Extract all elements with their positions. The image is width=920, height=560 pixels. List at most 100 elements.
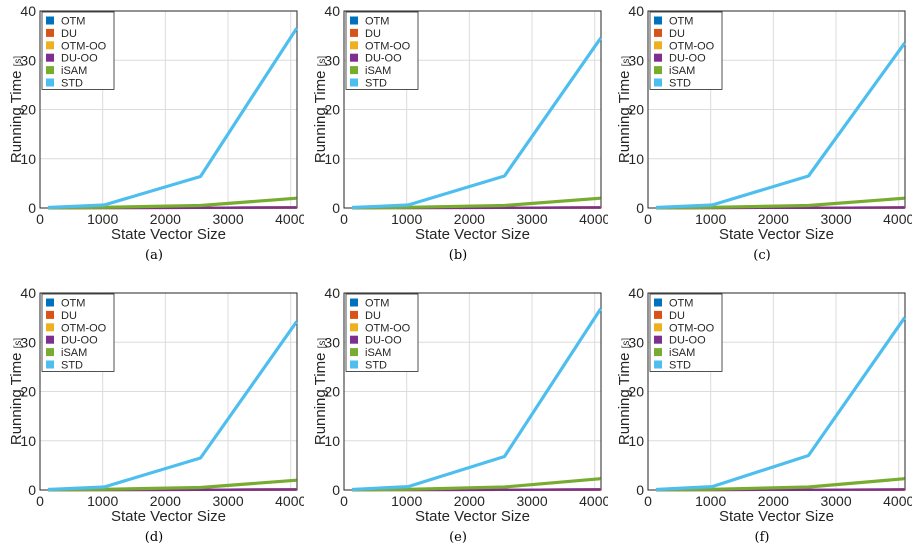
legend-swatch: [350, 310, 358, 319]
legend-swatch: [654, 298, 662, 307]
legend-swatch: [350, 53, 358, 62]
y-tick-label: 40: [20, 3, 36, 19]
x-axis-label: State Vector Size: [111, 226, 226, 243]
legend-swatch: [654, 348, 662, 357]
chart-panel-e: 0 1000 2000 3000 4000 0 10 20 30 40 State Vector S…: [308, 282, 608, 560]
x-tick-label: 4000: [275, 493, 304, 509]
legend-entry: DU: [365, 28, 381, 40]
x-axis-label: State Vector Size: [719, 508, 834, 525]
legend-entry: iSAM: [365, 347, 391, 359]
legend-swatch: [350, 41, 358, 50]
y-tick-label: 10: [324, 433, 340, 449]
y-tick-label: 40: [324, 3, 340, 19]
x-axis-label: State Vector Size: [415, 508, 530, 525]
series-line-std: [655, 316, 907, 492]
legend-entry: OTM-OO: [365, 322, 411, 334]
y-tick-label: 20: [20, 102, 36, 118]
legend-entry: DU-OO: [365, 53, 402, 65]
figure-caption: (f): [754, 530, 770, 545]
y-tick-label: 40: [20, 285, 36, 301]
legend-entry: iSAM: [61, 347, 87, 359]
y-tick-label: 0: [28, 200, 36, 216]
legend-entry: OTM: [365, 16, 389, 28]
legend-entry: OTM-OO: [61, 322, 107, 334]
y-axis-label-unit: [s]: [621, 338, 632, 349]
legend-entry: STD: [669, 360, 691, 372]
line-chart: 0 1000 2000 3000 4000 0 10 20 30 40 State Vector S…: [8, 285, 304, 525]
legend-swatch: [46, 78, 54, 87]
legend-entry: iSAM: [669, 65, 695, 77]
y-axis-label-unit: [s]: [317, 56, 328, 67]
series-line-std: [351, 307, 603, 492]
y-axis-label-unit: [s]: [13, 338, 24, 349]
x-tick-label: 3000: [820, 493, 851, 509]
y-tick-label: 30: [20, 334, 36, 350]
y-axis-label-text: Running Time: [8, 66, 25, 163]
x-tick-label: 0: [36, 211, 44, 227]
legend-swatch: [350, 298, 358, 307]
legend-swatch: [350, 66, 358, 75]
legend-swatch: [654, 323, 662, 332]
legend-entry: DU: [365, 310, 381, 322]
chart-panel-d: 0 1000 2000 3000 4000 0 10 20 30 40 State Vector S…: [4, 282, 304, 560]
y-tick-label: 20: [324, 102, 340, 118]
x-tick-label: 4000: [883, 211, 912, 227]
legend-swatch: [350, 360, 358, 369]
y-tick-label: 30: [324, 334, 340, 350]
legend-swatch: [654, 53, 662, 62]
legend-swatch: [46, 53, 54, 62]
legend-entry: OTM: [365, 298, 389, 310]
legend-swatch: [654, 78, 662, 87]
legend-swatch: [46, 360, 54, 369]
legend-box: [649, 293, 723, 372]
x-tick-label: 1000: [391, 493, 422, 509]
legend-swatch: [654, 66, 662, 75]
x-tick-label: 4000: [579, 493, 608, 509]
y-tick-label: 30: [324, 52, 340, 68]
legend-entry: DU-OO: [669, 53, 706, 65]
y-tick-label: 0: [636, 200, 644, 216]
legend-entry: OTM-OO: [669, 322, 715, 334]
y-tick-label: 10: [20, 151, 36, 167]
legend-entry: iSAM: [365, 65, 391, 77]
legend-swatch: [654, 16, 662, 25]
legend-entry: STD: [365, 360, 387, 372]
x-tick-label: 3000: [516, 493, 547, 509]
chart-panel-b: 0 1000 2000 3000 4000 0 10 20 30 40 State Vector S…: [308, 0, 608, 278]
x-tick-label: 2000: [758, 493, 789, 509]
x-axis-label: State Vector Size: [719, 226, 834, 243]
legend-box: [649, 11, 723, 90]
y-tick-label: 10: [324, 151, 340, 167]
legend-swatch: [654, 41, 662, 50]
x-tick-label: 4000: [275, 211, 304, 227]
y-axis-label-text: Running Time: [312, 348, 329, 445]
figure-caption: (d): [144, 530, 164, 545]
legend-entry: DU: [669, 310, 685, 322]
legend-swatch: [350, 335, 358, 344]
x-tick-label: 4000: [883, 493, 912, 509]
x-tick-label: 3000: [516, 211, 547, 227]
legend-swatch: [350, 348, 358, 357]
legend-swatch: [46, 348, 54, 357]
legend-entry: STD: [61, 360, 83, 372]
legend-entry: DU: [669, 28, 685, 40]
y-axis-label-text: Running Time: [616, 348, 633, 445]
x-tick-label: 0: [340, 211, 348, 227]
legend-swatch: [654, 360, 662, 369]
y-tick-label: 10: [20, 433, 36, 449]
legend-entry: DU-OO: [365, 335, 402, 347]
x-tick-label: 1000: [87, 211, 118, 227]
line-chart: 0 1000 2000 3000 4000 0 10 20 30 40 State Vector S…: [312, 285, 608, 525]
legend-swatch: [350, 28, 358, 37]
y-tick-label: 20: [20, 384, 36, 400]
legend-entry: OTM-OO: [365, 40, 411, 52]
y-axis-label-unit: [s]: [13, 56, 24, 67]
y-tick-label: 20: [324, 384, 340, 400]
figure-caption: (e): [449, 530, 467, 545]
legend-swatch: [46, 298, 54, 307]
y-axis-label: Running Time [s]: [8, 338, 25, 445]
y-axis-label: Running Time [s]: [312, 56, 329, 163]
legend-swatch: [46, 335, 54, 344]
